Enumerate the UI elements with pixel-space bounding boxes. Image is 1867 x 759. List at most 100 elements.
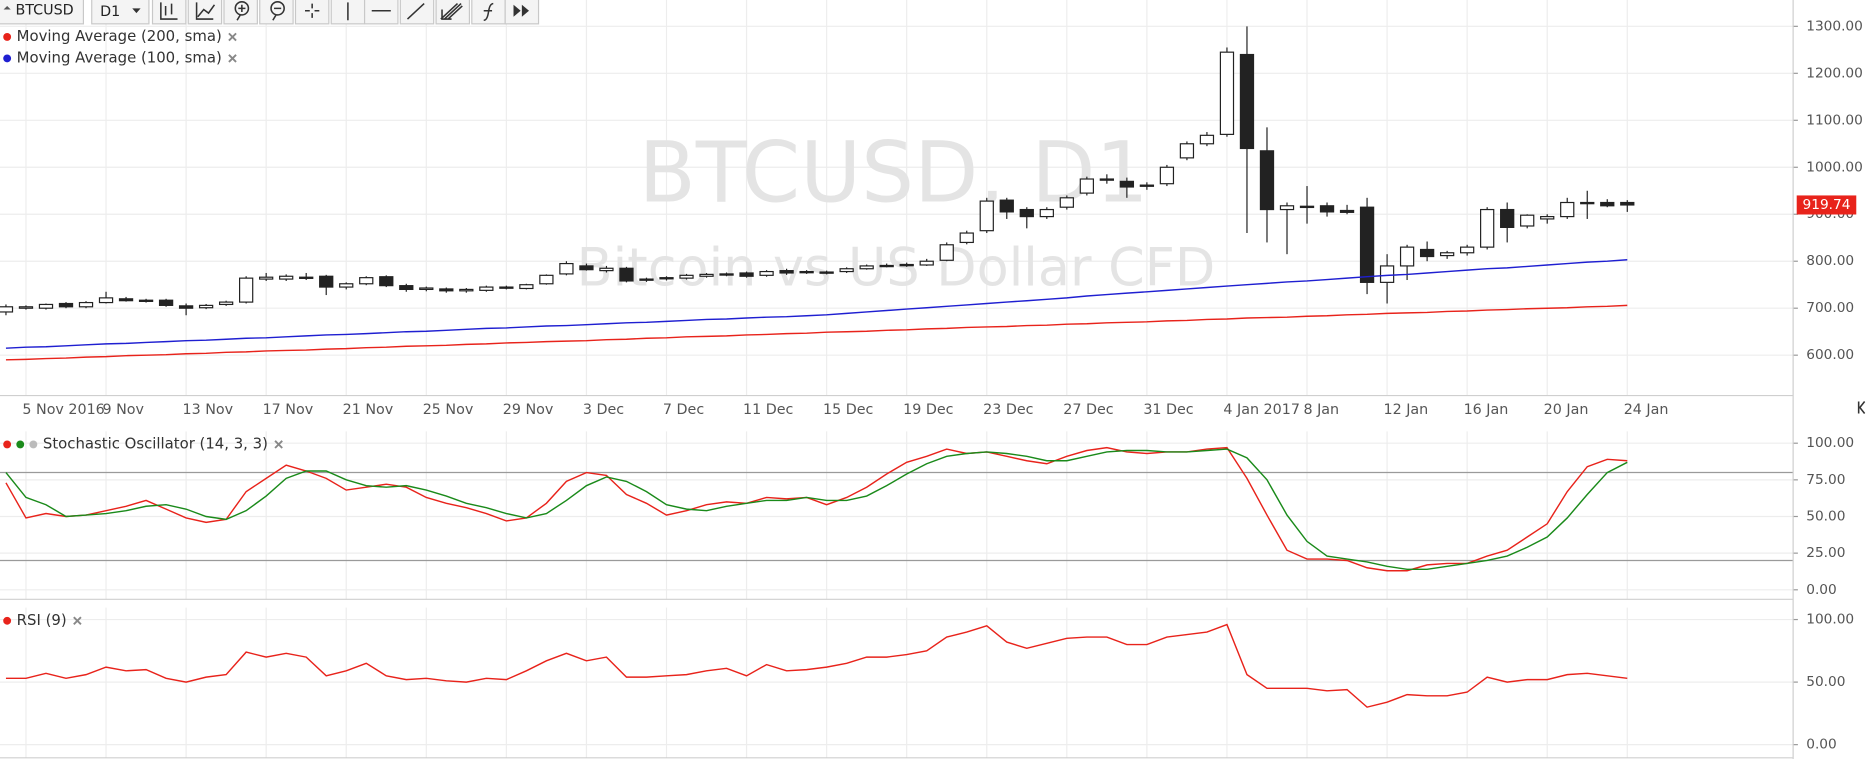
candle-body: [1560, 201, 1575, 218]
candle-body: [499, 286, 514, 289]
candle-body: [38, 303, 54, 309]
x-tick-label: 3 Dec: [583, 402, 624, 418]
candle-body: [459, 288, 474, 292]
candle-body: [439, 288, 454, 292]
tool-button[interactable]: [187, 0, 223, 25]
candle-body: [519, 284, 534, 290]
legend-dot: [29, 440, 38, 449]
y-tick-label: 75.00: [1806, 472, 1845, 488]
x-tick-label: 23 Dec: [983, 402, 1033, 418]
candle-body: [299, 276, 314, 279]
symbol: BTCUSD: [15, 3, 73, 19]
marks-layer: [0, 26, 1635, 708]
legend-dot: [16, 440, 25, 449]
x-tick-label: 16 Jan: [1464, 402, 1509, 418]
candle-body: [719, 273, 734, 276]
candle-body: [539, 274, 554, 285]
tool-icon: [270, 1, 285, 16]
candle-body: [1439, 252, 1455, 257]
candle-body: [1520, 214, 1535, 227]
y-tick-label: 1000.00: [1806, 159, 1863, 175]
candle-body: [579, 265, 594, 271]
candle-body: [1399, 246, 1415, 267]
y-tick-label: 700.00: [1806, 300, 1854, 316]
candle-body: [339, 283, 354, 288]
y-tick-label: 50.00: [1806, 674, 1845, 690]
last-price-label: 919.74: [1803, 197, 1851, 213]
legend-dot: [3, 33, 12, 41]
candle-body: [759, 270, 774, 276]
legend-dot: [3, 440, 12, 449]
candle-body: [699, 273, 714, 277]
tool-icon: [236, 4, 246, 21]
candle-body: [1500, 208, 1515, 228]
remove-icon: [228, 32, 237, 42]
x-tick-label: 27 Dec: [1063, 402, 1113, 418]
timeframe-box[interactable]: [91, 0, 150, 25]
x-tick-label: 13 Nov: [183, 402, 234, 418]
legend-dot: [3, 54, 12, 63]
scroll-end-icon[interactable]: [1857, 401, 1866, 414]
candle-body: [979, 200, 994, 232]
x-tick-label: 21 Nov: [343, 402, 394, 418]
toolbar: BTCUSD D1: [0, 0, 540, 25]
tool-button[interactable]: [399, 0, 435, 25]
candle-body: [779, 270, 794, 274]
candle-body: [1199, 134, 1215, 145]
symbol-icon: [3, 5, 11, 10]
legend-dot: [3, 616, 12, 625]
legend-label: Moving Average (100, sma): [17, 48, 222, 66]
candle-body: [1099, 178, 1115, 181]
candle-body: [198, 304, 214, 309]
timeframe: D1: [100, 4, 120, 20]
tool-icon: [305, 3, 320, 18]
x-tick-label: 9 Nov: [102, 402, 144, 418]
candle-body: [679, 274, 694, 279]
y-tick-label: 50.00: [1806, 508, 1845, 524]
candle-body: [279, 275, 294, 280]
candle-body: [1600, 201, 1615, 207]
candle-body: [359, 277, 374, 285]
dropdown-arrow: [132, 8, 141, 14]
y-tick-label: 0.00: [1806, 737, 1836, 753]
tool-button[interactable]: [151, 0, 187, 25]
candle-body: [839, 268, 854, 273]
tool-button[interactable]: [294, 0, 330, 25]
candle-body: [479, 286, 494, 291]
candle-body: [118, 298, 134, 302]
candle-body: [239, 277, 254, 303]
tool-button[interactable]: [363, 0, 399, 25]
tool-icon: [160, 2, 178, 20]
candle-body: [1620, 201, 1635, 206]
tool-icon: [234, 1, 250, 16]
candle-body: [1339, 209, 1355, 213]
x-tick-label: 12 Jan: [1384, 402, 1429, 418]
y-tick-label: 1200.00: [1806, 65, 1863, 81]
x-tick-label: 4 Jan 2017: [1223, 402, 1300, 418]
last-price-tag: [1796, 195, 1857, 215]
candle-body: [939, 244, 954, 261]
tool-button[interactable]: [223, 0, 258, 25]
x-tick-label: 20 Jan: [1544, 402, 1589, 418]
candle-body: [1419, 248, 1435, 258]
candle-body: [1079, 178, 1094, 194]
candle-body: [1179, 143, 1195, 159]
x-tick-label: 11 Dec: [743, 402, 793, 418]
candle-body: [899, 263, 914, 267]
watermark-subtitle: Bitcoin vs US Dollar CFD: [577, 238, 1216, 299]
symbol-box[interactable]: [0, 0, 84, 25]
tool-button[interactable]: [259, 0, 294, 25]
x-tick-label: 17 Nov: [263, 402, 314, 418]
tool-icon: [513, 4, 530, 17]
candle-body: [1059, 197, 1074, 208]
candle-body: [138, 299, 154, 303]
x-tick-label: 29 Nov: [503, 402, 554, 418]
x-tick-label: 24 Jan: [1624, 402, 1669, 418]
panel-title: Stochastic Oscillator (14, 3, 3): [43, 434, 268, 452]
series-line: [5, 446, 1628, 572]
candle-body: [419, 287, 434, 291]
x-tick-label: 25 Nov: [423, 402, 474, 418]
candle-body: [1480, 208, 1495, 248]
